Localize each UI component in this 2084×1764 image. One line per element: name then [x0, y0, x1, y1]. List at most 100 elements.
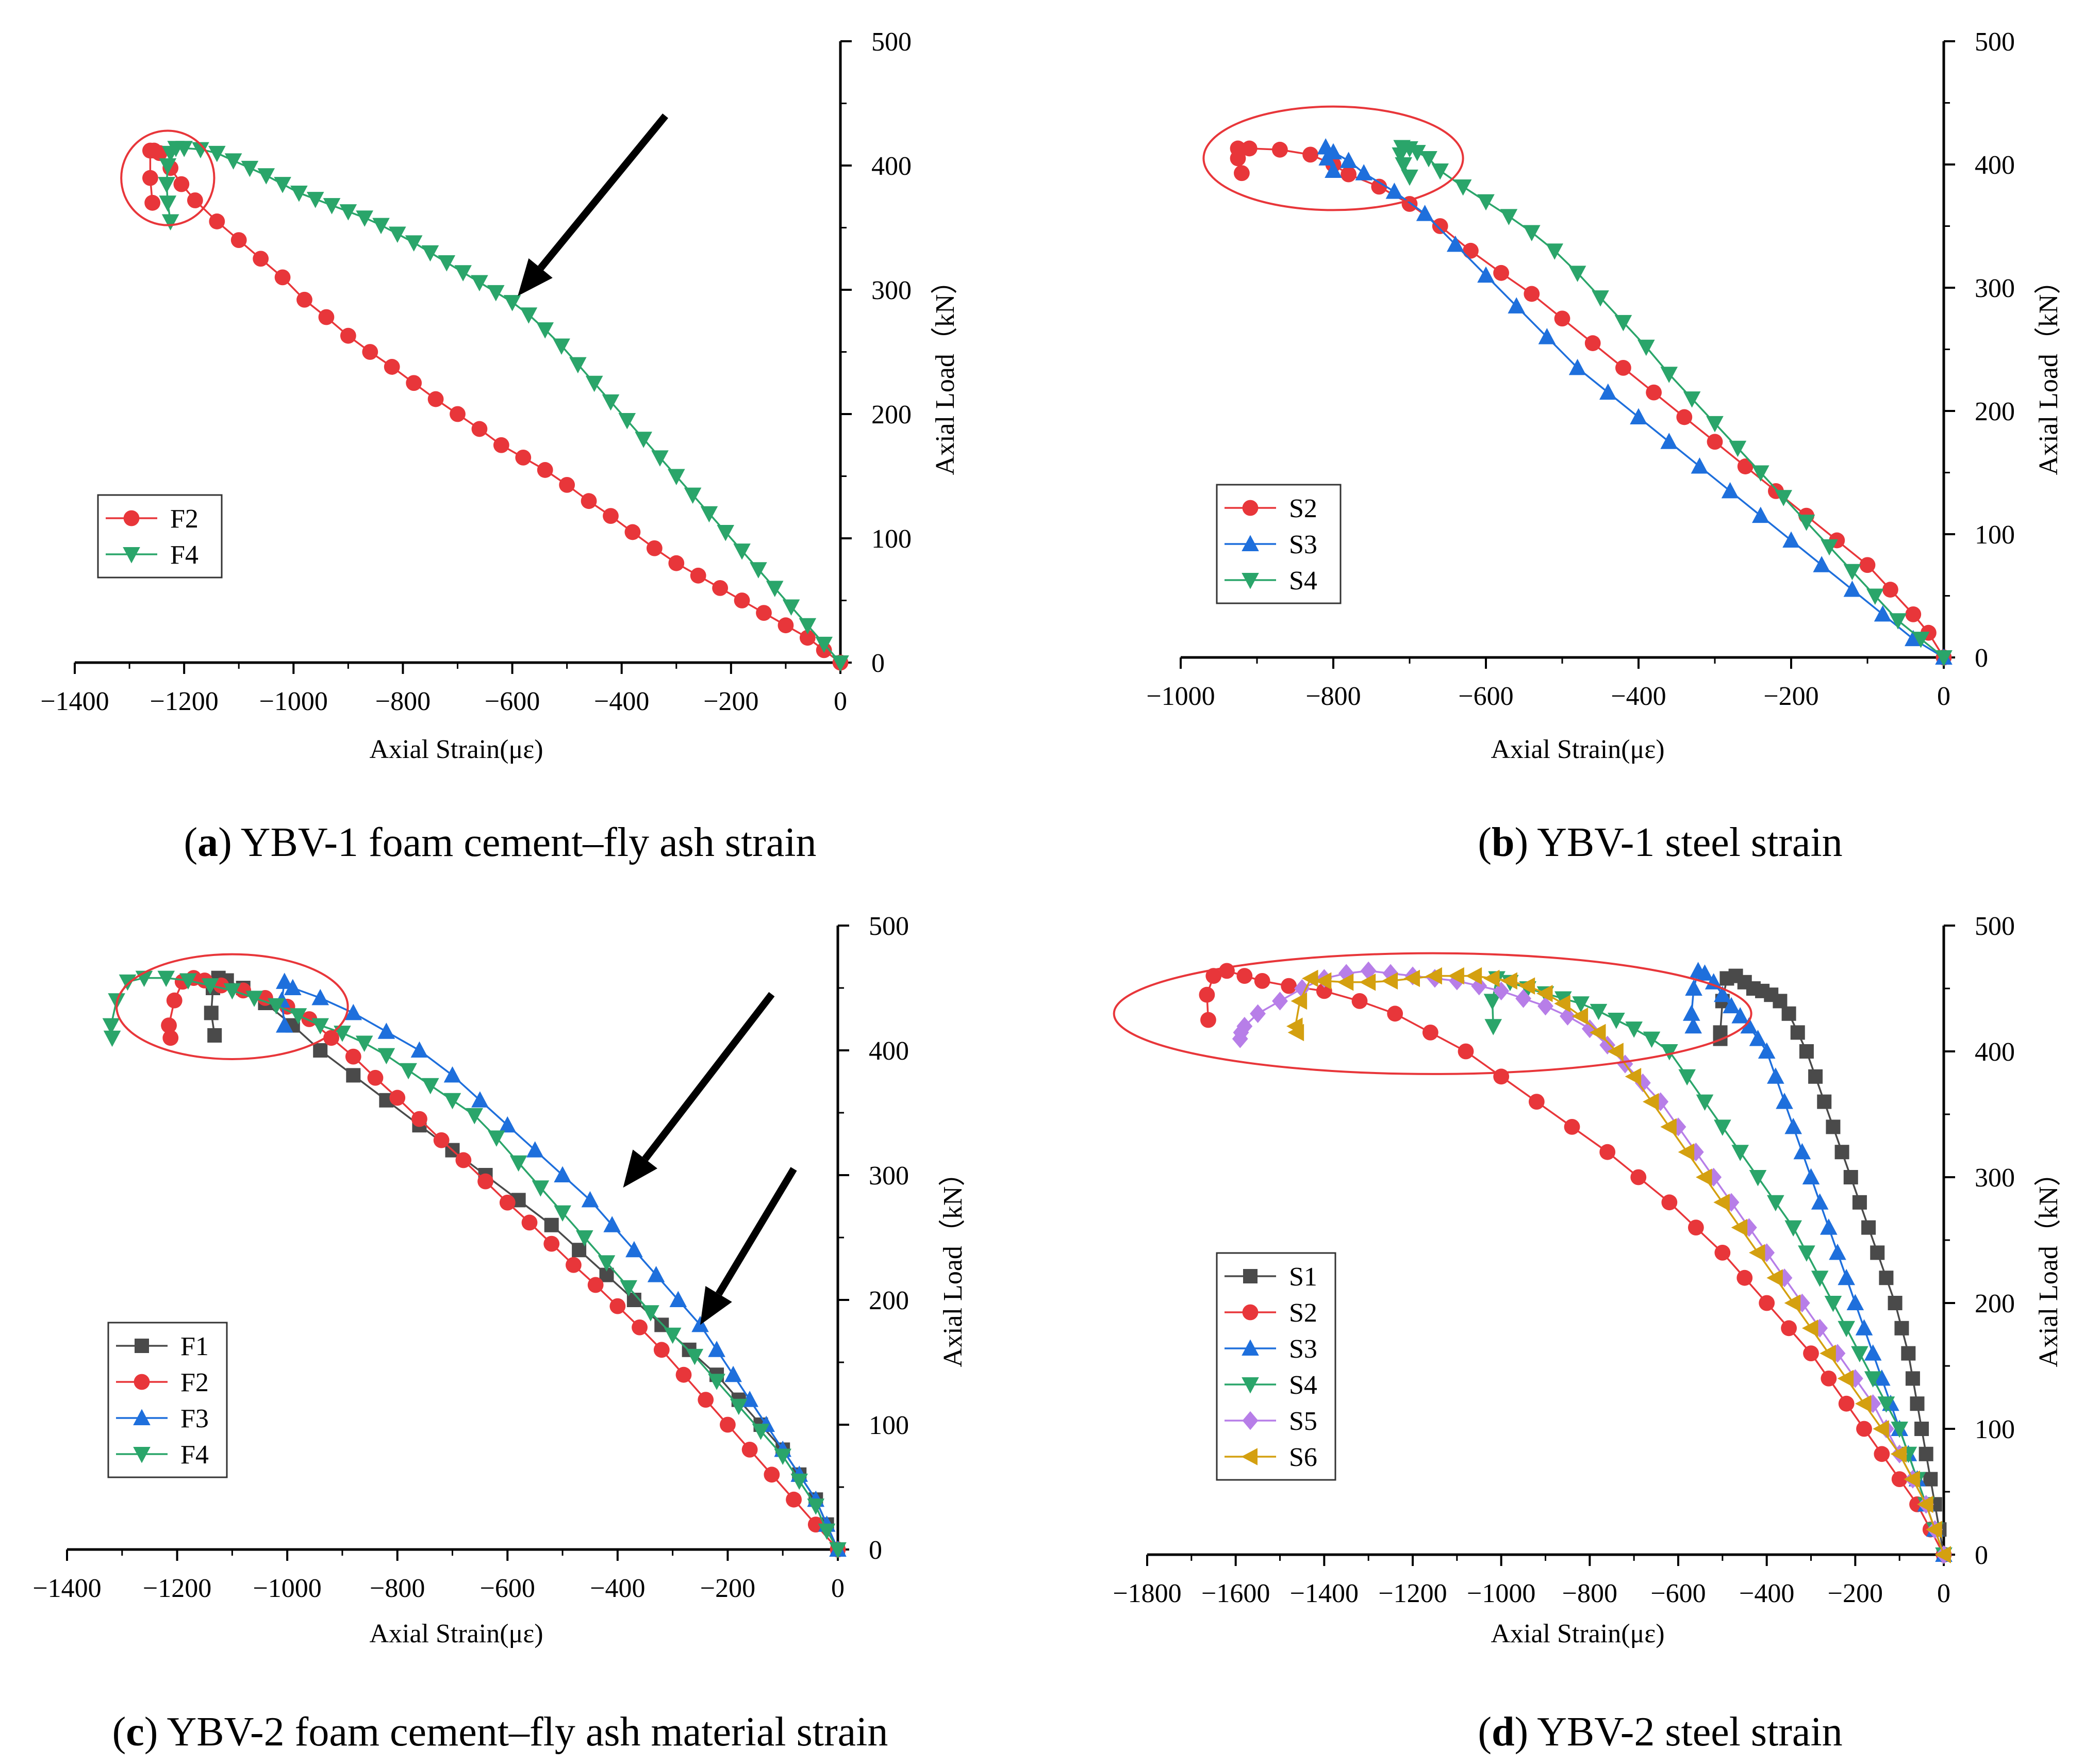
annotation-arrow	[538, 113, 668, 271]
series-S1-point	[1719, 971, 1734, 986]
series-S4-point	[1523, 225, 1541, 241]
series-F2-point	[433, 1132, 450, 1148]
highlight-ellipse	[120, 129, 216, 226]
series-S6-point	[1607, 1043, 1624, 1060]
series-S6-point	[1287, 1024, 1304, 1042]
series-F4-point	[389, 226, 406, 243]
series-S2-point	[1599, 1144, 1616, 1160]
panel-b-caption: (b) YBV-1 steel strain	[1478, 820, 1842, 865]
legend-label-S3: S3	[1289, 1334, 1317, 1364]
series-F4-point	[208, 145, 226, 162]
series-S3-point	[1813, 556, 1830, 572]
series-F4-point	[832, 655, 849, 672]
series-S5-point	[1560, 1007, 1576, 1026]
legend-marker-S4	[1242, 1377, 1259, 1394]
y-tick-label: 100	[1975, 1415, 2015, 1444]
x-tick-label: −1200	[1378, 1579, 1447, 1608]
series-F4-point	[598, 1255, 616, 1272]
panel-a-y-label: Axial Load（kN）	[931, 268, 960, 475]
panel-d-x-label: Axial Strain(με)	[1491, 1619, 1664, 1648]
series-S2-point	[1236, 968, 1253, 984]
highlight-ellipse	[1113, 952, 1752, 1075]
series-F4	[158, 141, 849, 672]
series-S3-point	[1811, 1193, 1829, 1210]
series-S2-point	[1882, 582, 1898, 598]
series-F3-point	[311, 988, 329, 1005]
panel-b-x-label: Axial Strain(με)	[1491, 735, 1664, 764]
series-S3-point	[1682, 1004, 1700, 1021]
series-S4-point	[1877, 1396, 1895, 1413]
series-F4-point	[471, 275, 488, 292]
series-S3-point	[1820, 1218, 1838, 1235]
series-S6-point	[1784, 1294, 1801, 1312]
series-F1-point	[207, 1028, 222, 1043]
series-F4-point	[241, 160, 259, 177]
series-F4-point	[487, 285, 505, 302]
series-S3-point	[1714, 985, 1731, 1002]
series-F2-point	[807, 1516, 824, 1533]
legend-label-F3: F3	[180, 1404, 209, 1433]
legend-marker-S4	[1242, 573, 1259, 589]
legend: S1 S2 S3 S4 S5 S6	[1216, 1252, 1336, 1481]
legend-label-S4: S4	[1289, 566, 1317, 596]
series-S3-point	[1864, 1344, 1882, 1361]
panel-b-y-label: Axial Load（kN）	[2034, 268, 2063, 475]
series-F4-point	[686, 1348, 704, 1365]
series-F4-point	[372, 218, 390, 235]
series-F2-point	[566, 1257, 582, 1273]
panel-a-marks: −1400 −1200 −1000 −800 −600 −400 −200 00 100 200 3…	[40, 27, 912, 716]
legend-marker-S1	[1243, 1269, 1258, 1283]
series-S3-point	[1793, 1143, 1811, 1160]
legend-label-F2: F2	[170, 504, 199, 534]
series-S4-point	[1729, 440, 1747, 457]
series-S6-point	[1518, 977, 1535, 995]
series-F3-point	[276, 972, 293, 989]
series-F2-point	[340, 327, 356, 344]
series-S2-point	[1821, 1371, 1837, 1387]
series-S1-point	[1923, 1472, 1938, 1487]
series-S3-point	[1855, 1319, 1873, 1336]
series-S6-point	[1403, 969, 1420, 987]
legend-label-S3: S3	[1289, 530, 1317, 559]
series-S4-point	[1798, 1245, 1815, 1262]
series-F4-point	[532, 1180, 550, 1197]
legend-marker-F2	[123, 510, 140, 526]
series-F2-point	[587, 1277, 604, 1293]
series-S1-point	[1826, 1119, 1841, 1134]
series-F4-point	[102, 1018, 120, 1035]
series-F4-point	[536, 322, 554, 339]
series-S2-point	[1254, 972, 1270, 989]
series-F2-point	[389, 1090, 406, 1106]
highlight-ellipse	[1202, 105, 1464, 211]
series-S2-point	[1351, 993, 1368, 1009]
x-tick-label: −600	[485, 687, 540, 716]
x-tick-label: −1400	[40, 687, 109, 716]
highlight-ellipse	[115, 953, 349, 1060]
series-S4-point	[1797, 515, 1815, 531]
series-F2-point	[624, 524, 641, 540]
legend-marker-F1	[135, 1339, 149, 1353]
x-tick-label: −800	[375, 687, 431, 716]
series-F2-point	[799, 630, 816, 646]
series-S1-point	[1905, 1371, 1920, 1386]
series-S3-point	[1731, 1007, 1749, 1024]
y-tick-label: 500	[1975, 27, 2015, 57]
series-F4-point	[664, 1327, 682, 1344]
series-S4-point	[1843, 564, 1861, 581]
series-S2-point	[1905, 606, 1922, 622]
series-S1-point	[1852, 1195, 1867, 1210]
x-tick-label: −1200	[143, 1574, 211, 1603]
y-tick-label: 0	[1975, 644, 1988, 673]
series-S6-point	[1643, 1093, 1659, 1111]
series-F2-point	[230, 232, 247, 248]
y-tick-label: 100	[869, 1411, 909, 1440]
series-S6-point	[1917, 1495, 1933, 1513]
series-S3-point	[1318, 149, 1336, 166]
legend: F1 F2 F3 F4	[107, 1322, 228, 1478]
series-F4-point	[700, 506, 718, 523]
series-S3-point	[1599, 383, 1617, 400]
series-S2-point	[1856, 1421, 1872, 1437]
series-S5-point	[1537, 996, 1553, 1016]
y-tick-label: 100	[871, 524, 912, 554]
